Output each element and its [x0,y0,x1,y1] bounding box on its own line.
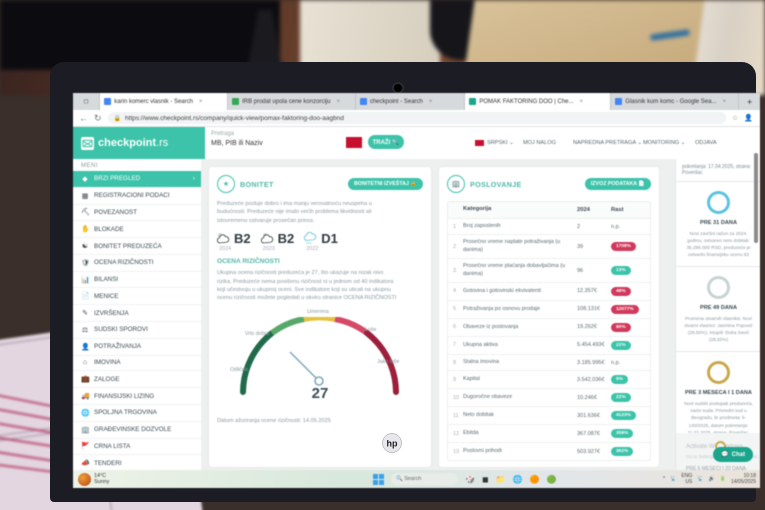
svg-text:hp: hp [387,439,398,449]
